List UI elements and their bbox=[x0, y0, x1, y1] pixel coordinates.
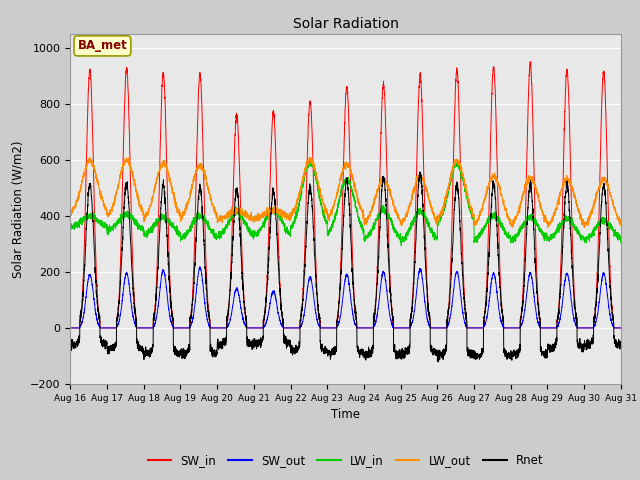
Legend: SW_in, SW_out, LW_in, LW_out, Rnet: SW_in, SW_out, LW_in, LW_out, Rnet bbox=[143, 449, 548, 472]
Rnet bbox=[617, 345, 625, 350]
LW_in bbox=[166, 219, 173, 225]
LW_in bbox=[616, 234, 624, 240]
SW_in bbox=[616, 325, 624, 331]
Rnet bbox=[439, 348, 447, 354]
LW_in bbox=[500, 230, 508, 236]
SW_out bbox=[196, 264, 204, 270]
LW_in bbox=[439, 211, 447, 217]
LW_in bbox=[469, 214, 477, 220]
X-axis label: Time: Time bbox=[331, 408, 360, 421]
Line: LW_in: LW_in bbox=[70, 160, 621, 246]
LW_out bbox=[166, 175, 173, 181]
LW_out bbox=[306, 155, 314, 160]
Rnet bbox=[435, 359, 442, 365]
LW_in bbox=[617, 235, 625, 240]
Line: Rnet: Rnet bbox=[70, 172, 621, 362]
LW_out bbox=[469, 212, 477, 217]
SW_out bbox=[325, 325, 333, 331]
Y-axis label: Solar Radiation (W/m2): Solar Radiation (W/m2) bbox=[12, 140, 24, 277]
Line: SW_in: SW_in bbox=[70, 62, 621, 328]
LW_in bbox=[325, 228, 333, 233]
LW_out bbox=[500, 203, 508, 209]
LW_in bbox=[67, 225, 74, 230]
LW_in bbox=[397, 243, 405, 249]
Rnet bbox=[166, 280, 173, 286]
Rnet bbox=[416, 169, 424, 175]
SW_in bbox=[617, 325, 625, 331]
SW_in bbox=[67, 325, 74, 331]
Rnet bbox=[616, 338, 624, 344]
LW_out bbox=[438, 205, 446, 211]
Title: Solar Radiation: Solar Radiation bbox=[292, 17, 399, 31]
SW_out bbox=[500, 325, 508, 331]
Line: SW_out: SW_out bbox=[70, 267, 621, 328]
SW_in bbox=[166, 257, 173, 263]
LW_out bbox=[580, 225, 588, 230]
Line: LW_out: LW_out bbox=[70, 157, 621, 228]
SW_out bbox=[67, 325, 74, 331]
SW_out bbox=[166, 310, 173, 315]
SW_in bbox=[500, 325, 508, 331]
Rnet bbox=[500, 346, 508, 351]
SW_in bbox=[438, 325, 446, 331]
SW_in bbox=[526, 59, 534, 65]
SW_out bbox=[469, 325, 477, 331]
LW_in bbox=[306, 157, 314, 163]
LW_out bbox=[325, 213, 333, 218]
Rnet bbox=[469, 352, 477, 358]
SW_in bbox=[325, 325, 333, 331]
Text: BA_met: BA_met bbox=[77, 39, 127, 52]
LW_out bbox=[616, 221, 624, 227]
Rnet bbox=[67, 343, 74, 349]
SW_out bbox=[438, 325, 446, 331]
LW_out bbox=[67, 212, 74, 218]
SW_in bbox=[469, 325, 477, 331]
SW_out bbox=[617, 325, 625, 331]
LW_out bbox=[617, 221, 625, 227]
SW_out bbox=[616, 325, 624, 331]
Rnet bbox=[325, 350, 333, 356]
